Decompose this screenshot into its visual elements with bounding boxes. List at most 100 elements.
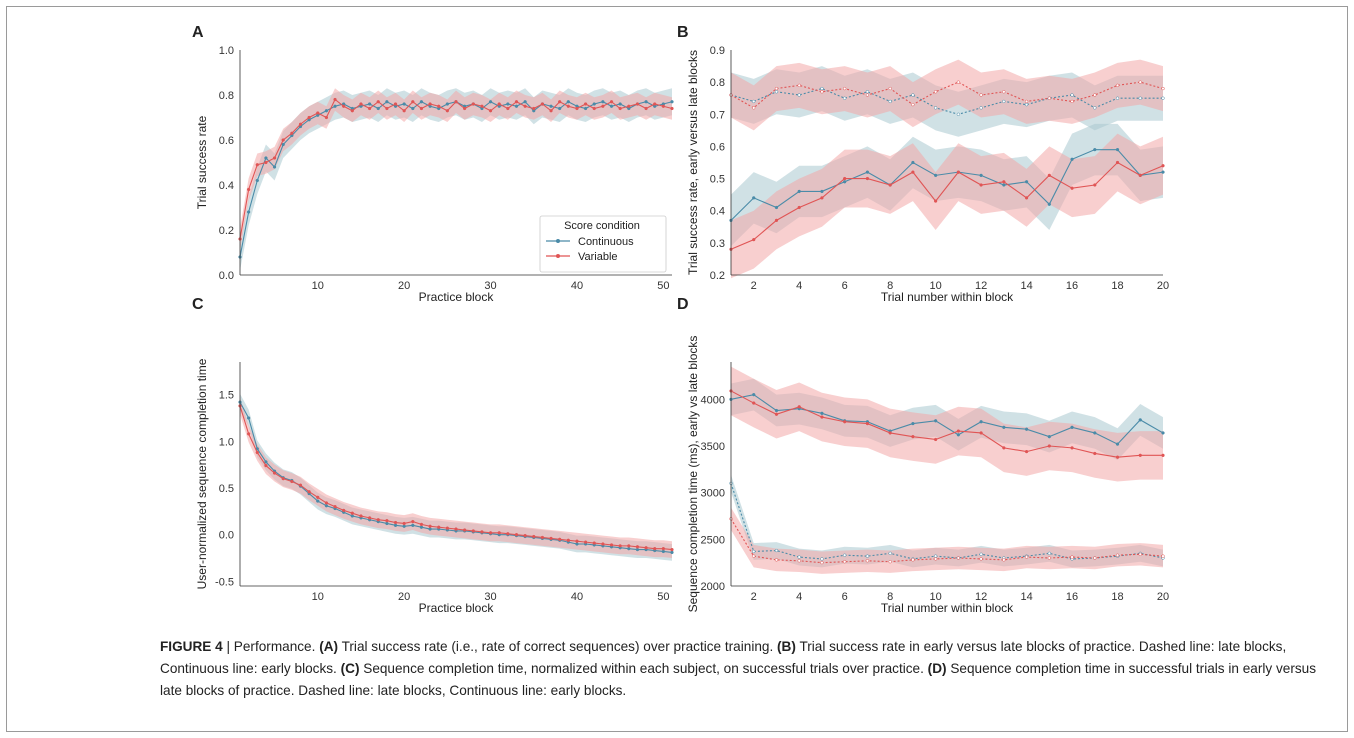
point-a-1-1 bbox=[246, 187, 251, 192]
xtick-label-d-8: 18 bbox=[1111, 591, 1123, 603]
point-d-0-10 bbox=[956, 433, 961, 437]
ytick-label-b-6: 0.8 bbox=[710, 77, 725, 89]
point-b-2-2 bbox=[774, 205, 779, 210]
point-a-1-3 bbox=[264, 160, 268, 165]
point-d-0-13 bbox=[1024, 427, 1029, 431]
point-c-0-19 bbox=[402, 524, 406, 528]
point-b-3-13 bbox=[1024, 196, 1029, 200]
xtick-label-a-2: 30 bbox=[484, 280, 496, 292]
ytick-label-a-2: 0.4 bbox=[219, 180, 234, 192]
xtick-label-b-3: 8 bbox=[887, 280, 893, 292]
point-b-2-15 bbox=[1070, 157, 1074, 161]
point-a-1-26 bbox=[462, 106, 467, 111]
legend-box-a bbox=[539, 215, 667, 273]
xtick-label-c-0: 10 bbox=[312, 591, 324, 603]
point-b-0-2 bbox=[774, 90, 779, 94]
point-b-3-10 bbox=[956, 170, 961, 174]
caption-title: Performance. bbox=[233, 639, 316, 654]
band-b-variable-1 bbox=[731, 59, 1163, 131]
series-line-d-continuous-0 bbox=[730, 394, 1164, 445]
point-d-0-4 bbox=[820, 411, 824, 415]
point-c-1-3 bbox=[264, 463, 268, 468]
xtick-label-b-6: 14 bbox=[1020, 280, 1032, 292]
point-c-1-17 bbox=[385, 519, 389, 523]
point-c-0-50 bbox=[670, 550, 674, 555]
point-d-2-11 bbox=[979, 552, 983, 556]
point-d-3-12 bbox=[1002, 558, 1006, 562]
ylabel-b: Trial success rate, early versus late bl… bbox=[686, 50, 700, 275]
point-c-1-23 bbox=[437, 525, 441, 529]
point-d-0-11 bbox=[979, 420, 983, 424]
point-a-1-49 bbox=[661, 104, 666, 108]
ytick-label-d-4: 4000 bbox=[701, 394, 725, 406]
point-c-1-36 bbox=[549, 536, 553, 541]
point-b-3-12 bbox=[1002, 180, 1006, 184]
point-b-1-12 bbox=[1002, 90, 1006, 94]
point-b-3-17 bbox=[1115, 160, 1120, 165]
point-b-0-12 bbox=[1002, 99, 1006, 104]
point-d-3-10 bbox=[956, 556, 961, 560]
point-a-1-38 bbox=[566, 104, 570, 108]
point-b-2-13 bbox=[1024, 180, 1029, 184]
point-d-2-9 bbox=[933, 554, 938, 558]
ylabel-a: Trial success rate bbox=[195, 115, 209, 209]
point-b-2-16 bbox=[1093, 147, 1097, 152]
xtick-label-a-4: 50 bbox=[657, 280, 669, 292]
point-c-1-33 bbox=[523, 533, 527, 538]
legend-marker-a-0 bbox=[556, 239, 560, 243]
point-a-1-7 bbox=[298, 122, 303, 126]
point-c-1-44 bbox=[618, 544, 622, 548]
point-a-1-16 bbox=[376, 100, 380, 104]
point-a-1-11 bbox=[333, 97, 337, 102]
point-d-1-5 bbox=[843, 420, 847, 424]
point-a-1-46 bbox=[635, 102, 640, 106]
point-b-1-4 bbox=[820, 90, 824, 94]
caption-a-label: (A) bbox=[319, 639, 339, 654]
point-a-0-2 bbox=[255, 178, 259, 183]
chart-a: 0.0 0.2 0.4 0.6 0.8 1.0 10 20 30 40 50 Practice blo… bbox=[195, 45, 674, 304]
ytick-label-b-4: 0.6 bbox=[710, 141, 725, 153]
xtick-label-b-0: 2 bbox=[751, 280, 757, 292]
point-b-0-18 bbox=[1138, 96, 1142, 100]
figure-frame bbox=[6, 6, 1348, 732]
point-b-0-13 bbox=[1024, 102, 1029, 107]
caption-d-label: (D) bbox=[927, 661, 947, 676]
point-d-1-19 bbox=[1161, 453, 1165, 457]
point-b-0-17 bbox=[1115, 96, 1120, 100]
point-c-0-20 bbox=[411, 523, 415, 527]
point-d-0-2 bbox=[774, 408, 779, 413]
point-a-1-13 bbox=[350, 109, 354, 113]
point-d-1-7 bbox=[888, 431, 892, 435]
point-d-1-3 bbox=[797, 405, 801, 409]
point-d-0-18 bbox=[1138, 418, 1142, 422]
ytick-label-b-1: 0.3 bbox=[710, 238, 725, 250]
point-d-3-2 bbox=[774, 558, 779, 562]
point-b-0-3 bbox=[797, 93, 801, 97]
band-a-variable-1 bbox=[240, 88, 672, 251]
point-b-0-16 bbox=[1093, 106, 1097, 110]
xtick-label-b-2: 6 bbox=[842, 280, 848, 292]
point-b-2-6 bbox=[865, 170, 870, 174]
point-a-0-47 bbox=[644, 100, 648, 104]
xtick-label-b-1: 4 bbox=[796, 280, 802, 292]
point-d-1-12 bbox=[1002, 446, 1006, 450]
point-c-1-27 bbox=[471, 529, 475, 533]
point-d-3-8 bbox=[911, 558, 915, 562]
figure-caption: FIGURE 4 | Performance. (A) Trial succes… bbox=[160, 636, 1340, 702]
series-line-b-variable-3 bbox=[730, 161, 1164, 250]
point-d-2-6 bbox=[865, 554, 870, 558]
point-a-1-36 bbox=[549, 109, 553, 113]
xtick-label-b-5: 12 bbox=[975, 280, 987, 292]
point-c-1-41 bbox=[592, 541, 596, 545]
point-b-3-18 bbox=[1138, 173, 1142, 178]
ytick-label-d-0: 2000 bbox=[701, 581, 725, 593]
point-c-0-49 bbox=[661, 549, 666, 554]
xtick-label-d-4: 10 bbox=[930, 591, 942, 603]
point-c-1-12 bbox=[342, 508, 346, 513]
point-b-2-14 bbox=[1047, 202, 1051, 206]
point-b-1-3 bbox=[797, 83, 801, 88]
band-c-variable-1 bbox=[240, 397, 672, 558]
point-d-1-8 bbox=[911, 435, 915, 439]
point-b-2-12 bbox=[1002, 183, 1006, 187]
point-a-0-15 bbox=[367, 102, 372, 106]
